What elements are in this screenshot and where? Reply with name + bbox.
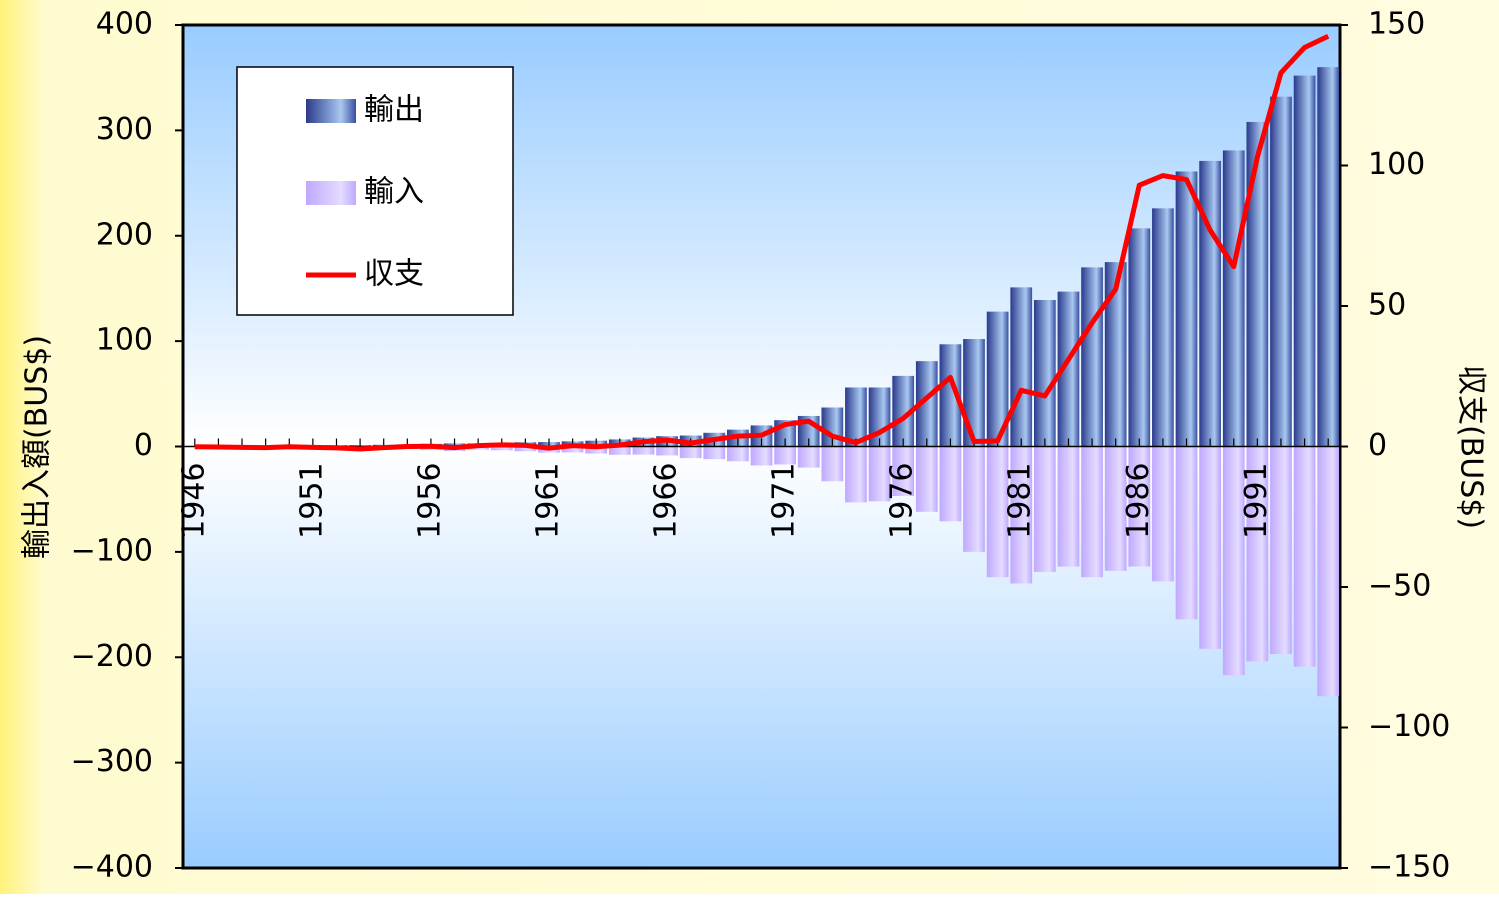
bar (774, 447, 796, 465)
x-tick-label: 1961 (530, 463, 565, 539)
x-tick-label: 1951 (294, 463, 329, 539)
y2-tick-label: −100 (1368, 709, 1450, 744)
y-tick-label: 100 (96, 323, 153, 358)
legend-swatch (306, 181, 356, 205)
y-tick-label: −400 (71, 850, 153, 885)
bar (845, 447, 867, 503)
bar (1010, 287, 1032, 446)
bar (1199, 161, 1221, 447)
x-tick-label: 1966 (649, 463, 684, 539)
y-tick-label: 400 (96, 7, 153, 42)
bar (1058, 447, 1080, 567)
y-tick-label: −300 (71, 744, 153, 779)
y2-tick-label: 100 (1368, 147, 1425, 182)
x-tick-label: 1946 (176, 463, 211, 539)
bar (1246, 122, 1268, 447)
bar (1176, 171, 1198, 446)
legend-label: 収支 (364, 257, 424, 292)
bar (1294, 447, 1316, 667)
legend-label: 輸入 (364, 175, 424, 210)
bar (1270, 97, 1292, 447)
bar (1081, 267, 1103, 446)
y-tick-label: −200 (71, 639, 153, 674)
y-tick-label: 200 (96, 217, 153, 252)
y2-tick-label: 0 (1368, 428, 1387, 463)
bar (680, 447, 702, 459)
y-tick-label: 300 (96, 112, 153, 147)
x-tick-label: 1981 (1003, 463, 1038, 539)
y-tick-label: −100 (71, 533, 153, 568)
y-tick-label: 0 (134, 428, 153, 463)
bar (1199, 447, 1221, 649)
bar (656, 447, 678, 456)
x-tick-label: 1991 (1239, 463, 1274, 539)
bar (940, 447, 962, 522)
bar (727, 447, 749, 462)
bar (1081, 447, 1103, 578)
x-tick-label: 1956 (412, 463, 447, 539)
y2-axis-label: 収支(BUS$) (1454, 365, 1489, 529)
bar (963, 447, 985, 552)
legend-swatch (306, 99, 356, 123)
bar (703, 447, 725, 460)
bar (1034, 300, 1056, 446)
y-axis-label: 輸出入額(BUS$) (20, 335, 55, 559)
x-tick-label: 1976 (885, 463, 920, 539)
bar (1128, 228, 1150, 446)
bar (1317, 447, 1339, 697)
y2-tick-label: 150 (1368, 7, 1425, 42)
y2-tick-label: 50 (1368, 288, 1406, 323)
bar (963, 339, 985, 446)
bar (1317, 67, 1339, 446)
y2-tick-label: −50 (1368, 569, 1431, 604)
bar (821, 447, 843, 482)
y2-tick-label: −150 (1368, 850, 1450, 885)
bar (633, 447, 655, 455)
bar (1294, 76, 1316, 447)
x-tick-label: 1986 (1121, 463, 1156, 539)
legend-label: 輸出 (364, 93, 424, 128)
bar (1176, 447, 1198, 620)
x-tick-label: 1971 (767, 463, 802, 539)
bar (1152, 208, 1174, 446)
bar (1223, 150, 1245, 446)
